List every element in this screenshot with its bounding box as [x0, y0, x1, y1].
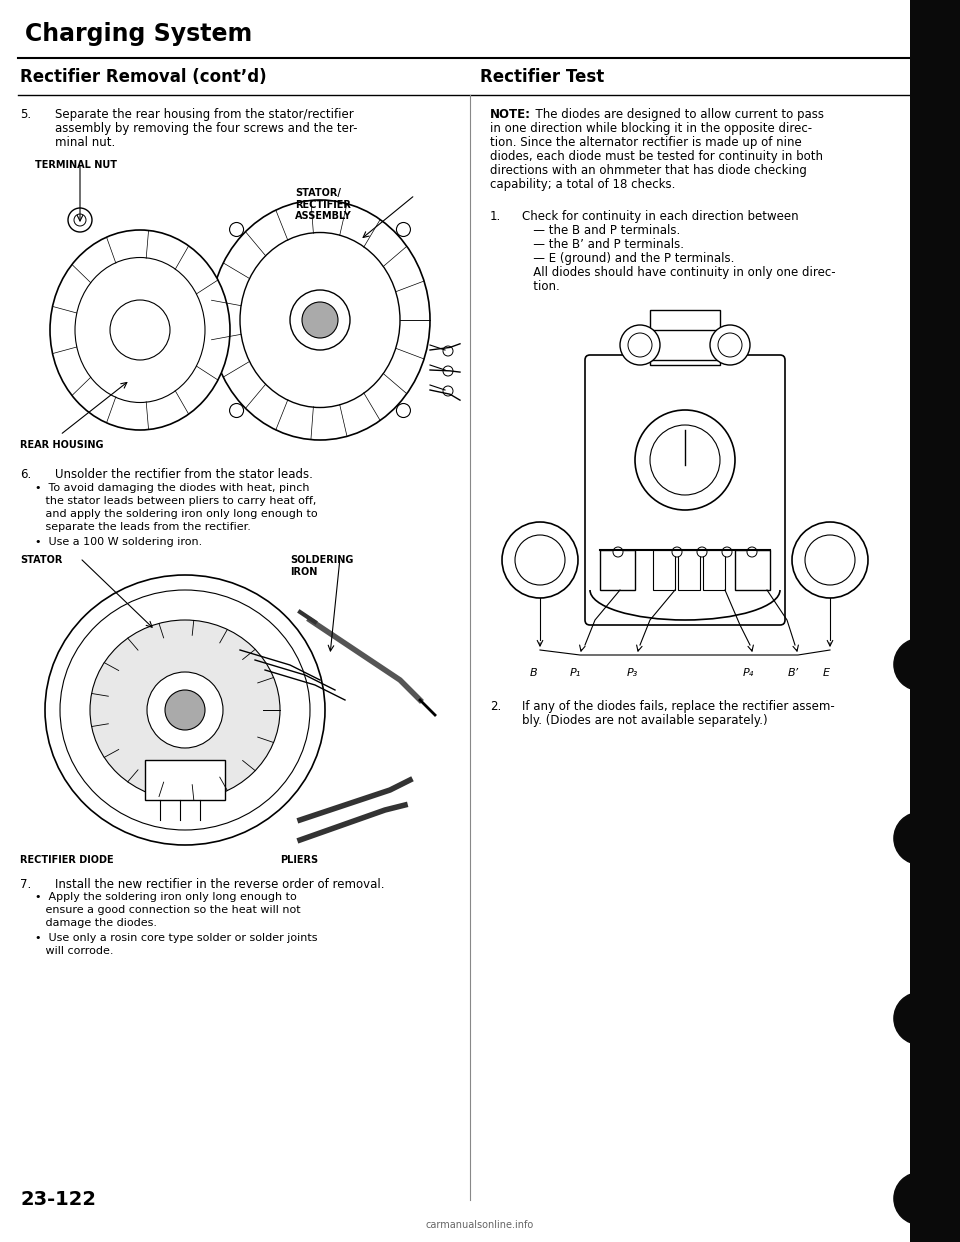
- Text: — the B’ and P terminals.: — the B’ and P terminals.: [522, 238, 684, 251]
- Bar: [600, 550, 635, 590]
- Text: •  Apply the soldering iron only long enough to: • Apply the soldering iron only long eno…: [35, 892, 297, 902]
- Circle shape: [502, 522, 578, 597]
- Text: B: B: [530, 668, 538, 678]
- Bar: [910, 0, 960, 1242]
- Text: STATOR/
RECTIFIER
ASSEMBLY: STATOR/ RECTIFIER ASSEMBLY: [295, 188, 351, 221]
- Circle shape: [747, 546, 757, 556]
- Text: NOTE:: NOTE:: [490, 108, 531, 120]
- Text: STATOR: STATOR: [20, 555, 62, 565]
- Circle shape: [620, 325, 660, 365]
- Text: •  Use a 100 W soldering iron.: • Use a 100 W soldering iron.: [35, 537, 203, 546]
- Bar: [650, 310, 720, 365]
- Ellipse shape: [90, 620, 280, 800]
- Text: SOLDERING
IRON: SOLDERING IRON: [290, 555, 353, 576]
- Text: Rectifier Test: Rectifier Test: [480, 68, 604, 86]
- Text: PLIERS: PLIERS: [280, 854, 318, 864]
- Text: will corrode.: will corrode.: [35, 946, 113, 956]
- Circle shape: [710, 325, 750, 365]
- Bar: [678, 550, 700, 590]
- Text: RECTIFIER DIODE: RECTIFIER DIODE: [20, 854, 113, 864]
- Text: If any of the diodes fails, replace the rectifier assem-: If any of the diodes fails, replace the …: [522, 700, 835, 713]
- Bar: [703, 550, 725, 590]
- Text: The diodes are designed to allow current to pass: The diodes are designed to allow current…: [528, 108, 824, 120]
- Bar: [653, 550, 675, 590]
- Text: 1.: 1.: [490, 210, 501, 224]
- Text: P₃: P₃: [627, 668, 638, 678]
- Circle shape: [443, 386, 453, 396]
- Circle shape: [697, 546, 707, 556]
- Ellipse shape: [45, 575, 325, 845]
- Text: •  To avoid damaging the diodes with heat, pinch: • To avoid damaging the diodes with heat…: [35, 483, 309, 493]
- Text: 7.: 7.: [20, 878, 32, 891]
- Ellipse shape: [50, 230, 230, 430]
- Text: •  Use only a rosin core type solder or solder joints: • Use only a rosin core type solder or s…: [35, 933, 318, 943]
- Text: TERMINAL NUT: TERMINAL NUT: [35, 160, 117, 170]
- Text: bly. (Diodes are not available separately.): bly. (Diodes are not available separatel…: [522, 714, 768, 727]
- Circle shape: [443, 366, 453, 376]
- Text: ensure a good connection so the heat will not: ensure a good connection so the heat wil…: [35, 905, 300, 915]
- Text: 2.: 2.: [490, 700, 501, 713]
- Text: B’: B’: [788, 668, 799, 678]
- Text: diodes, each diode must be tested for continuity in both: diodes, each diode must be tested for co…: [490, 150, 823, 163]
- Circle shape: [165, 691, 205, 730]
- FancyBboxPatch shape: [585, 355, 785, 625]
- Text: damage the diodes.: damage the diodes.: [35, 918, 157, 928]
- Text: All diodes should have continuity in only one direc-: All diodes should have continuity in onl…: [522, 266, 835, 279]
- Circle shape: [792, 522, 868, 597]
- Text: in one direction while blocking it in the opposite direc-: in one direction while blocking it in th…: [490, 122, 812, 135]
- Circle shape: [110, 301, 170, 360]
- Bar: [145, 760, 225, 800]
- Circle shape: [229, 222, 244, 236]
- Text: E: E: [823, 668, 830, 678]
- Text: 6.: 6.: [20, 468, 32, 481]
- Circle shape: [722, 546, 732, 556]
- Circle shape: [613, 546, 623, 556]
- Circle shape: [68, 207, 92, 232]
- Text: minal nut.: minal nut.: [55, 137, 115, 149]
- Circle shape: [894, 1172, 947, 1225]
- Text: Charging System: Charging System: [25, 22, 252, 46]
- Text: and apply the soldering iron only long enough to: and apply the soldering iron only long e…: [35, 509, 318, 519]
- Circle shape: [290, 289, 350, 350]
- Text: capability; a total of 18 checks.: capability; a total of 18 checks.: [490, 178, 676, 191]
- Text: Check for continuity in each direction between: Check for continuity in each direction b…: [522, 210, 799, 224]
- Circle shape: [894, 638, 947, 691]
- Circle shape: [443, 347, 453, 356]
- Circle shape: [302, 302, 338, 338]
- Circle shape: [396, 222, 411, 236]
- Text: 5.: 5.: [20, 108, 31, 120]
- Text: P₁: P₁: [570, 668, 581, 678]
- Text: carmanualsonline.info: carmanualsonline.info: [426, 1220, 534, 1230]
- Text: Install the new rectifier in the reverse order of removal.: Install the new rectifier in the reverse…: [55, 878, 385, 891]
- Bar: [630, 330, 740, 360]
- Text: Separate the rear housing from the stator/rectifier: Separate the rear housing from the stato…: [55, 108, 353, 120]
- Bar: [735, 550, 770, 590]
- Text: tion.: tion.: [522, 279, 560, 293]
- Text: 23-122: 23-122: [20, 1190, 96, 1208]
- Circle shape: [635, 410, 735, 510]
- Circle shape: [894, 812, 947, 864]
- Text: P₄: P₄: [743, 668, 755, 678]
- Circle shape: [894, 992, 947, 1045]
- Circle shape: [229, 404, 244, 417]
- Circle shape: [396, 404, 411, 417]
- Text: tion. Since the alternator rectifier is made up of nine: tion. Since the alternator rectifier is …: [490, 137, 802, 149]
- Text: REAR HOUSING: REAR HOUSING: [20, 440, 104, 450]
- Text: Unsolder the rectifier from the stator leads.: Unsolder the rectifier from the stator l…: [55, 468, 313, 481]
- Text: the stator leads between pliers to carry heat off,: the stator leads between pliers to carry…: [35, 496, 317, 505]
- Text: directions with an ohmmeter that has diode checking: directions with an ohmmeter that has dio…: [490, 164, 806, 178]
- Circle shape: [672, 546, 682, 556]
- Text: separate the leads from the rectifier.: separate the leads from the rectifier.: [35, 522, 251, 532]
- Text: Rectifier Removal (cont’d): Rectifier Removal (cont’d): [20, 68, 267, 86]
- Text: — the B and P terminals.: — the B and P terminals.: [522, 224, 681, 237]
- Text: assembly by removing the four screws and the ter-: assembly by removing the four screws and…: [55, 122, 357, 135]
- Circle shape: [147, 672, 223, 748]
- Text: — E (ground) and the P terminals.: — E (ground) and the P terminals.: [522, 252, 734, 265]
